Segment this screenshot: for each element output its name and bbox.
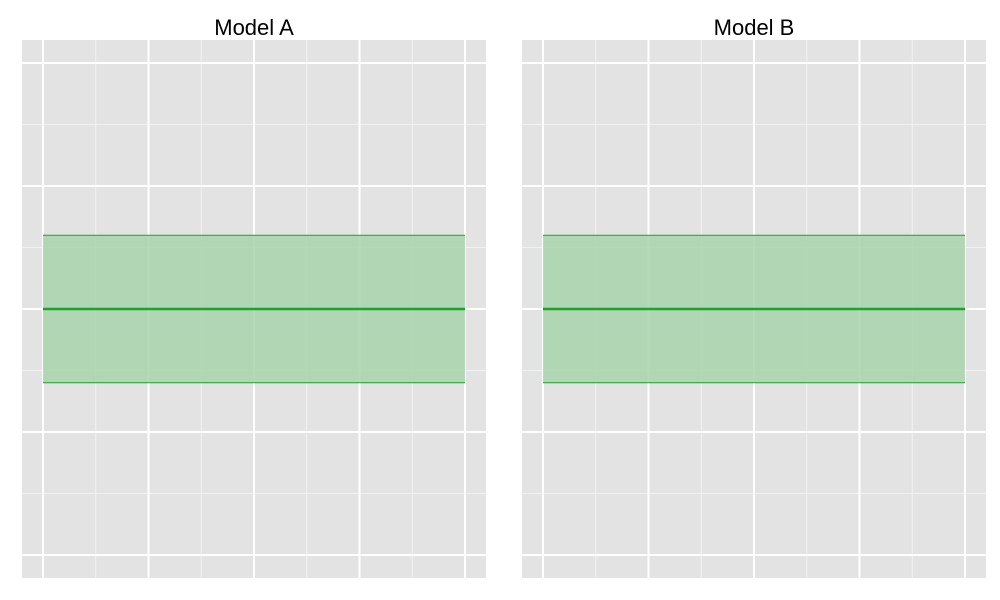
panel-model-b: Model B <box>522 15 986 578</box>
panel-model-a: Model A <box>22 15 486 578</box>
panel-title-model-a: Model A <box>214 15 294 40</box>
panel-title-model-b: Model B <box>714 15 795 40</box>
